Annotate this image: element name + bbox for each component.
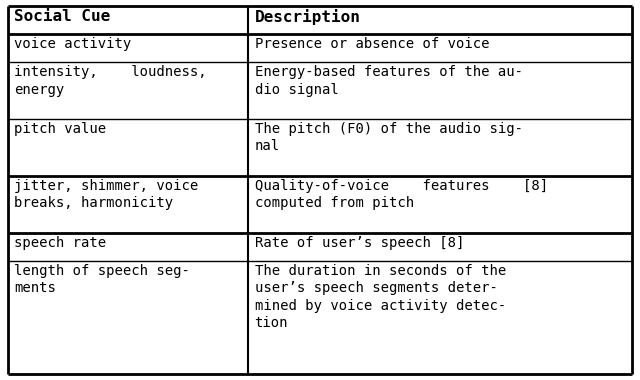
Text: length of speech seg-
ments: length of speech seg- ments: [14, 264, 190, 295]
Bar: [8, 176, 248, 233]
Bar: [248, 261, 632, 374]
Text: Rate of user’s speech [8]: Rate of user’s speech [8]: [255, 236, 464, 250]
Bar: [8, 119, 248, 176]
Text: Quality-of-voice    features    [8]
computed from pitch: Quality-of-voice features [8] computed f…: [255, 179, 548, 210]
Bar: [8, 261, 248, 374]
Bar: [248, 119, 632, 176]
Text: speech rate: speech rate: [14, 236, 106, 250]
Text: voice activity: voice activity: [14, 37, 131, 51]
Text: pitch value: pitch value: [14, 122, 106, 136]
Bar: [8, 233, 248, 261]
Bar: [248, 233, 632, 261]
Text: Description: Description: [255, 9, 360, 25]
Text: jitter, shimmer, voice
breaks, harmonicity: jitter, shimmer, voice breaks, harmonici…: [14, 179, 198, 210]
Text: Social Cue: Social Cue: [14, 9, 110, 24]
Bar: [8, 62, 248, 119]
Text: The pitch (F0) of the audio sig-
nal: The pitch (F0) of the audio sig- nal: [255, 122, 523, 154]
Text: The duration in seconds of the
user’s speech segments deter-
mined by voice acti: The duration in seconds of the user’s sp…: [255, 264, 506, 330]
Bar: [248, 6, 632, 34]
Bar: [8, 34, 248, 62]
Bar: [8, 6, 248, 34]
Text: Energy-based features of the au-
dio signal: Energy-based features of the au- dio sig…: [255, 65, 523, 97]
Bar: [248, 62, 632, 119]
Bar: [248, 34, 632, 62]
Text: Presence or absence of voice: Presence or absence of voice: [255, 37, 489, 51]
Bar: [248, 176, 632, 233]
Text: intensity,    loudness,
energy: intensity, loudness, energy: [14, 65, 207, 97]
